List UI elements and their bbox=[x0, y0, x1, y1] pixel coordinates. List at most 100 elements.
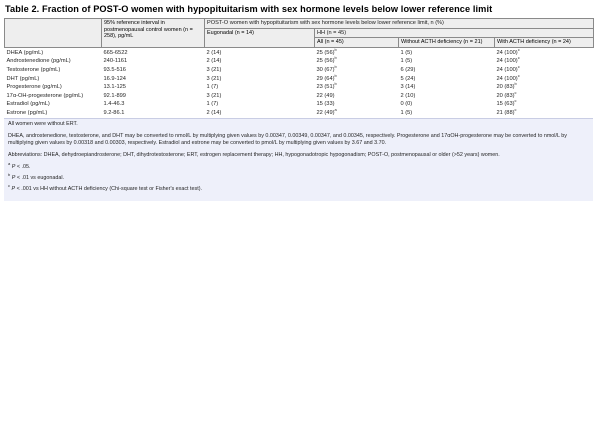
significance-marker: b bbox=[334, 64, 337, 70]
significance-marker: a bbox=[334, 107, 337, 113]
eugonadal-value: 3 (21) bbox=[206, 66, 222, 73]
analyte-name: DHT (pg/mL) bbox=[6, 75, 40, 82]
hh-with-acth-value: 24 (100)c bbox=[496, 46, 520, 56]
table-row: Progesterone (pg/mL) 13.1-125 1 (7) 23 (51)… bbox=[5, 81, 594, 92]
hh-all-value: 25 (56)b bbox=[316, 55, 337, 65]
hh-with-acth-value: 20 (83)b bbox=[496, 81, 517, 91]
hh-all-value: 22 (49) bbox=[316, 92, 335, 99]
analyte-name: Progesterone (pg/mL) bbox=[6, 84, 62, 91]
table-row: 17α-OH-progesterone (pg/mL) 92.1-899 3 (21… bbox=[5, 89, 594, 101]
hh-all-value: 23 (51)b bbox=[316, 81, 337, 91]
analyte-name: DHEA (pg/mL) bbox=[6, 49, 44, 56]
hh-without-acth-value: 2 (10) bbox=[400, 92, 416, 99]
footnote-ert: All women were without ERT. bbox=[8, 121, 78, 128]
eugonadal-value: 1 (7) bbox=[206, 84, 219, 91]
hh-with-acth-value: 21 (88)c bbox=[496, 107, 517, 116]
table-row: Estrone (pg/mL) 9.2-86.1 2 (14) 22 (49)a 1 (… bbox=[5, 107, 594, 118]
header-row-1: 95% reference interval in postmenopausal… bbox=[4, 18, 595, 48]
hh-all-value: 22 (49)a bbox=[316, 107, 337, 116]
eugonadal-value: 1 (7) bbox=[206, 101, 219, 108]
significance-marker: b bbox=[334, 81, 337, 87]
hh-with-acth-value: 24 (100)c bbox=[496, 55, 520, 65]
analyte-name: Testosterone (pg/mL) bbox=[6, 66, 61, 73]
eugonadal-value: 2 (14) bbox=[206, 49, 222, 56]
footnote-mark: a P < .05. bbox=[8, 161, 589, 172]
significance-marker: c bbox=[514, 89, 517, 95]
eugonadal-value: 2 (14) bbox=[206, 109, 222, 116]
significance-marker: c bbox=[514, 98, 517, 104]
hh-without-acth-value: 1 (5) bbox=[400, 58, 413, 65]
footnote-mark-text: < .01 vs eugonadal. bbox=[15, 175, 65, 182]
reference-interval-value: 9.2-86.1 bbox=[103, 109, 125, 116]
significance-marker: c bbox=[517, 55, 520, 61]
hh-all-value: 30 (67)b bbox=[316, 64, 337, 73]
significance-marker: b bbox=[334, 46, 337, 52]
footnote-marker-symbol: b bbox=[8, 172, 11, 178]
significance-marker: b bbox=[514, 81, 517, 87]
footnote-p-symbol: P bbox=[11, 186, 16, 193]
table-row: Estradiol (pg/mL) 1.4-46.3 1 (7) 15 (33) 0 (… bbox=[5, 98, 594, 109]
footnote-p-symbol: P bbox=[11, 164, 16, 171]
footnote-abbreviations: Abbreviations: DHEA, dehydroepiandroster… bbox=[8, 152, 500, 159]
reference-interval-value: 13.1-125 bbox=[103, 84, 126, 91]
analyte-name: Androstenedione (pg/mL) bbox=[6, 58, 71, 65]
reference-interval-value: 93.5-516 bbox=[103, 66, 126, 73]
significance-marker: b bbox=[334, 55, 337, 61]
header-row-3: All (n = 45) Without ACTH deficiency (n … bbox=[5, 37, 595, 48]
reference-interval-value: 665-6522 bbox=[103, 49, 128, 56]
reference-interval-value: 92.1-899 bbox=[103, 92, 126, 99]
significance-marker: c bbox=[514, 107, 517, 113]
footnote-mark: b P < .01 vs eugonadal. bbox=[8, 172, 589, 183]
eugonadal-value: 3 (21) bbox=[206, 75, 222, 82]
table-body: DHEA (pg/mL) 665-6522 2 (14) 25 (56)b 1 (5) 2… bbox=[5, 47, 594, 117]
analyte-name: 17α-OH-progesterone (pg/mL) bbox=[6, 92, 84, 99]
footnote-conversion: DHEA, androstenedione, testosterone, and… bbox=[8, 132, 567, 147]
significance-marker: c bbox=[517, 46, 520, 52]
table-row: DHEA (pg/mL) 665-6522 2 (14) 25 (56)b 1 (5) 2… bbox=[5, 47, 594, 57]
footnote-mark: c P < .001 vs HH without ACTH deficiency… bbox=[8, 183, 589, 194]
hh-with-acth-value: 20 (83)c bbox=[496, 89, 517, 99]
header-reference-interval: 95% reference interval in postmenopausal… bbox=[101, 18, 205, 48]
header-without-acth-deficiency: Without ACTH deficiency (n = 21) bbox=[398, 37, 495, 48]
analyte-name: Estrone (pg/mL) bbox=[6, 109, 48, 116]
hh-without-acth-value: 0 (0) bbox=[400, 101, 413, 108]
header-group-post-o: POST-O women with hypopituitarism with s… bbox=[203, 18, 595, 29]
hh-with-acth-value: 24 (100)c bbox=[496, 64, 520, 73]
header-analyte-blank bbox=[4, 18, 102, 48]
significance-marker: c bbox=[517, 72, 520, 78]
header-group-hh: HH (n = 45) bbox=[313, 27, 595, 39]
table-row: Androstenedione (pg/mL) 240-1161 2 (14) 25 … bbox=[5, 55, 594, 66]
footnote-mark-text: < .001 vs HH without ACTH deficiency (Ch… bbox=[15, 186, 203, 193]
hh-all-value: 29 (64)b bbox=[316, 72, 337, 82]
footnote-marker-symbol: c bbox=[8, 183, 10, 189]
hh-without-acth-value: 6 (29) bbox=[400, 66, 416, 73]
header-with-acth-deficiency: With ACTH deficiency (n = 24) bbox=[493, 37, 595, 48]
table-row: DHT (pg/mL) 16.9-124 3 (21) 29 (64)b 5 (24) 2… bbox=[5, 72, 594, 84]
footnote-significance-marks: a P < .05. b P < .01 vs eugonadal. c P < .… bbox=[8, 161, 589, 194]
data-table: 95% reference interval in postmenopausal… bbox=[4, 18, 595, 118]
page-title: Table 2. Fraction of POST-O women with h… bbox=[5, 4, 493, 14]
table-row: Testosterone (pg/mL) 93.5-516 3 (21) 30 (67… bbox=[5, 64, 594, 75]
hh-all-value: 25 (56)b bbox=[316, 46, 337, 56]
hh-with-acth-value: 15 (63)c bbox=[496, 98, 517, 108]
hh-with-acth-value: 24 (100)c bbox=[496, 72, 520, 82]
hh-without-acth-value: 1 (5) bbox=[400, 49, 413, 56]
hh-without-acth-value: 5 (24) bbox=[400, 75, 416, 82]
significance-marker: c bbox=[517, 64, 520, 70]
footnote-mark-text: < .05. bbox=[15, 164, 31, 171]
hh-without-acth-value: 1 (5) bbox=[400, 109, 413, 116]
reference-interval-value: 16.9-124 bbox=[103, 75, 126, 82]
footnotes: All women were without ERT. DHEA, andros… bbox=[4, 117, 593, 202]
reference-interval-value: 1.4-46.3 bbox=[103, 101, 125, 108]
footnote-p-symbol: P bbox=[11, 175, 16, 182]
analyte-name: Estradiol (pg/mL) bbox=[6, 101, 50, 108]
header-eugonadal: Eugonadal (n = 14) bbox=[204, 27, 315, 48]
significance-marker: b bbox=[334, 72, 337, 78]
hh-without-acth-value: 3 (14) bbox=[400, 84, 416, 91]
table-header: 95% reference interval in postmenopausal… bbox=[4, 18, 595, 48]
hh-all-value: 15 (33) bbox=[316, 101, 335, 108]
eugonadal-value: 3 (21) bbox=[206, 92, 222, 99]
footnote-marker-symbol: a bbox=[8, 161, 11, 167]
reference-interval-value: 240-1161 bbox=[103, 58, 128, 65]
